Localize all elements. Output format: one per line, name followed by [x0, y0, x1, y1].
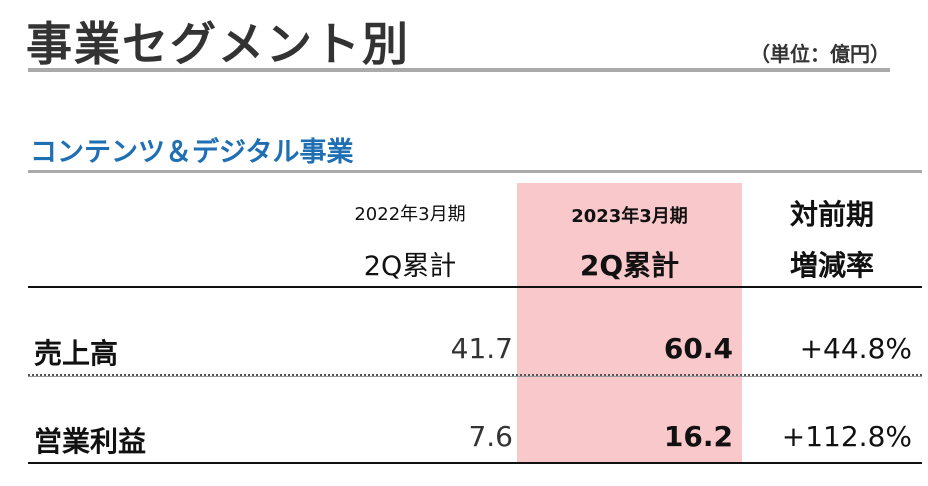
column-header: 2Q累計 — [579, 249, 680, 282]
section-rule — [28, 170, 922, 173]
cell: 7.6 — [468, 420, 513, 453]
highlight-column — [517, 183, 742, 463]
cell: +112.8% — [781, 420, 912, 453]
cell: 60.4 — [663, 332, 733, 365]
cell: +44.8% — [799, 332, 912, 365]
column-header: 2023年3月期 — [571, 206, 688, 227]
row-rule — [28, 374, 922, 377]
title-rule — [28, 68, 890, 72]
column-header: 対前期 — [789, 198, 874, 231]
cell: 16.2 — [663, 420, 733, 453]
column-header: 2Q累計 — [363, 251, 457, 282]
section-title: コンテンツ＆デジタル事業 — [30, 137, 354, 168]
column-header: 増減率 — [789, 249, 874, 282]
unit-label: （単位：億円） — [750, 42, 890, 66]
row-label: 営業利益 — [34, 425, 147, 458]
page-title: 事業セグメント別 — [26, 17, 410, 71]
cell: 41.7 — [450, 332, 513, 365]
bottom-rule — [28, 462, 922, 464]
row-label: 売上高 — [34, 337, 119, 370]
column-header: 2022年3月期 — [354, 204, 466, 225]
header-rule — [28, 286, 922, 288]
